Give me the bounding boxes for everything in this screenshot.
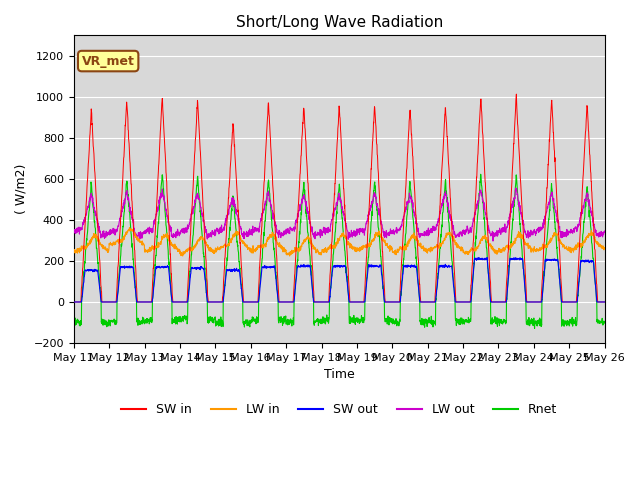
Legend: SW in, LW in, SW out, LW out, Rnet: SW in, LW in, SW out, LW out, Rnet bbox=[116, 398, 562, 421]
Y-axis label: ( W/m2): ( W/m2) bbox=[15, 164, 28, 215]
Title: Short/Long Wave Radiation: Short/Long Wave Radiation bbox=[236, 15, 443, 30]
X-axis label: Time: Time bbox=[324, 368, 355, 381]
Text: VR_met: VR_met bbox=[82, 55, 134, 68]
